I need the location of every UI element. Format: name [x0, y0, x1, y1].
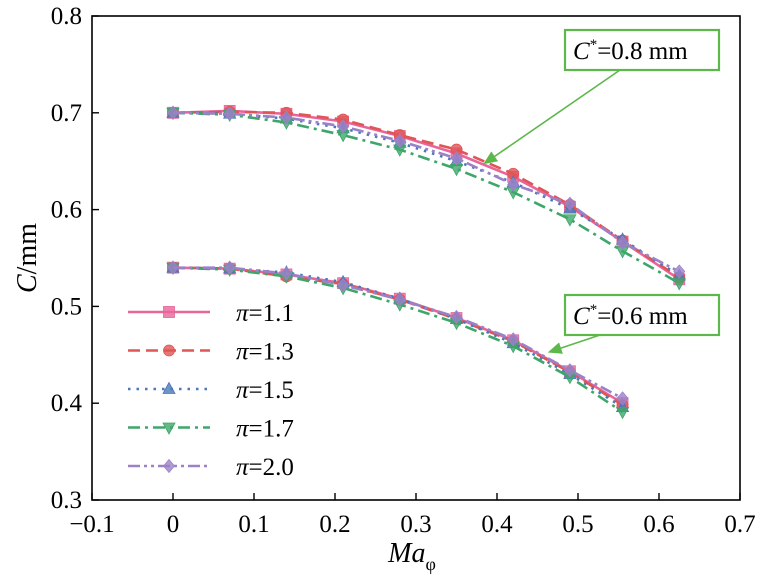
legend-label: π=1.1 [236, 300, 294, 327]
legend-item: π=1.1 [128, 300, 294, 327]
series-4 [166, 107, 686, 420]
data-point [337, 119, 350, 134]
x-tick-label: −0.1 [69, 511, 114, 538]
data-point [615, 407, 630, 420]
series-line [172, 109, 681, 281]
callout-box [563, 293, 721, 337]
data-point [616, 391, 629, 406]
y-tick-label: 0.4 [51, 390, 83, 417]
callout-2: C*=0.6 mm [547, 293, 721, 354]
data-point [563, 214, 577, 227]
callout-box [563, 28, 721, 72]
legend-item: π=1.7 [128, 416, 294, 443]
legend-label: π=2.0 [236, 454, 294, 481]
legend-swatch-marker [162, 422, 176, 435]
x-tick-label: 0.4 [481, 511, 513, 538]
data-point [337, 277, 350, 293]
x-tick-label: 0 [167, 511, 180, 538]
data-point [507, 177, 520, 192]
series-line [172, 111, 680, 277]
x-axis-title: Maφ [387, 538, 436, 574]
series-5 [166, 105, 686, 406]
legend: π=1.1 π=1.3 π=1.5 π=1.7 π=2.0 [128, 300, 294, 481]
legend-label: π=1.7 [236, 416, 294, 443]
legend-item: π=1.3 [128, 339, 294, 366]
y-tick-label: 0.3 [51, 487, 82, 514]
legend-swatch-marker [163, 344, 175, 357]
data-point [450, 151, 463, 166]
tick-labels: −0.1 0 0.1 0.2 0.3 0.4 0.5 0.6 0.7 0.3 0.4 0.5 0.6 0.… [51, 3, 756, 538]
data-point [223, 106, 236, 121]
series-line [173, 266, 624, 400]
data-point [223, 260, 236, 275]
legend-item: π=1.5 [128, 377, 294, 404]
series-line [172, 111, 680, 273]
data-point [166, 260, 180, 275]
callout-arrow [547, 334, 601, 354]
series-3 [166, 105, 686, 412]
series-line [172, 111, 680, 285]
data-point [616, 235, 629, 250]
y-tick-label: 0.7 [51, 100, 82, 127]
callout-label: C*=0.6 mm [573, 302, 688, 330]
y-tick-label: 0.5 [51, 293, 82, 320]
x-tick-label: 0.6 [643, 511, 674, 538]
x-tick-label: 0.5 [562, 511, 593, 538]
callout-label: C*=0.8 mm [573, 37, 688, 65]
y-tick-label: 0.8 [51, 3, 82, 30]
series-line [172, 110, 681, 279]
data-point [563, 196, 576, 211]
x-tick-label: 0.3 [400, 511, 431, 538]
x-tick-label: 0.1 [238, 511, 269, 538]
x-tick-label: 0.2 [319, 511, 350, 538]
data-point [393, 292, 406, 307]
legend-label: π=1.5 [236, 377, 294, 404]
legend-swatch-marker [163, 306, 175, 318]
legend-swatch-marker [162, 458, 176, 474]
y-tick-label: 0.6 [51, 197, 82, 224]
annotations: C*=0.8 mm C*=0.6 mm [483, 28, 721, 354]
data-point [563, 363, 576, 378]
data-point [507, 332, 520, 347]
series-layer [166, 104, 686, 420]
legend-label: π=1.3 [236, 339, 294, 366]
data-point [673, 264, 686, 279]
data-point [450, 309, 463, 325]
callout-1: C*=0.8 mm [483, 28, 721, 165]
data-point [280, 110, 293, 125]
legend-swatch-marker [162, 381, 176, 394]
data-point [280, 266, 293, 281]
x-tick-label: 0.7 [724, 511, 755, 538]
data-point [166, 105, 180, 120]
legend-item: π=2.0 [128, 454, 294, 481]
callout-arrow [483, 69, 621, 165]
axes-frame [91, 15, 741, 501]
data-point [393, 133, 406, 148]
y-axis-title: C/mm [12, 223, 43, 293]
